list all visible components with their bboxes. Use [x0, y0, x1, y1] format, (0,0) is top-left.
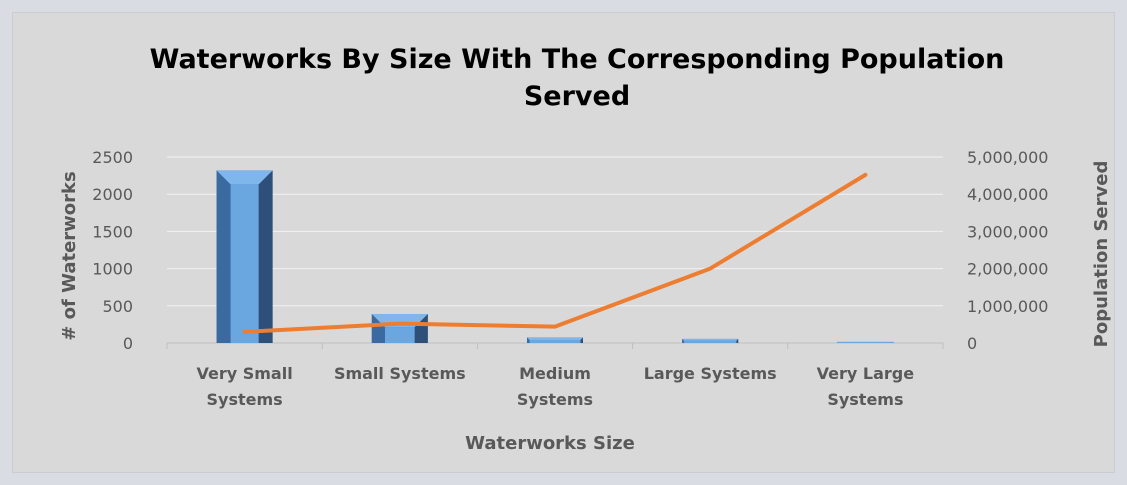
- bar-left-face: [371, 313, 385, 343]
- bar-left-face: [216, 170, 231, 343]
- chart-title-line-2: Served: [524, 81, 630, 112]
- y2-axis-title: Population Served: [1091, 161, 1112, 348]
- category-label: Systems: [827, 390, 903, 409]
- x-axis-title: Waterworks Size: [465, 433, 635, 454]
- category-label: Small Systems: [334, 364, 466, 383]
- bar-right-face: [580, 337, 583, 343]
- y-tick-label: 1500: [92, 222, 133, 241]
- y-axis-title: # of Waterworks: [59, 171, 80, 340]
- bar-right-face: [414, 313, 428, 343]
- y2-tick-label: 5,000,000: [967, 148, 1048, 167]
- bar-front-face: [384, 327, 415, 343]
- bar-right-face: [892, 341, 894, 343]
- category-label: Systems: [207, 390, 283, 409]
- category-label: Large Systems: [644, 364, 777, 383]
- bar: [682, 338, 739, 343]
- bar-front-face: [684, 340, 737, 343]
- y-tick-label: 0: [123, 334, 133, 353]
- category-labels: Very Small Systems Small Systems Medium Syst…: [196, 364, 914, 409]
- bar-left-face: [837, 341, 838, 343]
- bar-right-face: [258, 170, 273, 343]
- bar: [216, 170, 273, 343]
- line-series: [242, 172, 868, 334]
- y2-tick-label: 0: [967, 334, 977, 353]
- category-label: Medium: [519, 364, 591, 383]
- y-tick-label: 500: [102, 297, 133, 316]
- bar-right-face: [736, 338, 739, 343]
- bar-top-face: [216, 170, 273, 185]
- category-label: Very Small: [196, 364, 292, 383]
- category-label: Systems: [517, 390, 593, 409]
- y2-tick-label: 4,000,000: [967, 185, 1048, 204]
- bar-left-face: [527, 337, 530, 343]
- y-tick-label: 2000: [92, 185, 133, 204]
- y2-tick-label: 3,000,000: [967, 222, 1048, 241]
- bar-top-face: [527, 337, 583, 340]
- bar-left-face: [682, 338, 685, 343]
- y2-tick-label: 1,000,000: [967, 297, 1048, 316]
- bar-top-face: [837, 341, 894, 343]
- gridlines: [166, 156, 944, 349]
- bar: [837, 341, 894, 343]
- chart-area: Waterworks By Size With The Correspondin…: [12, 12, 1115, 473]
- y-tick-label: 1000: [92, 260, 133, 279]
- category-label: Very Large: [817, 364, 915, 383]
- bar: [371, 313, 428, 343]
- population-line: [242, 172, 868, 334]
- bar-front-face: [230, 184, 259, 343]
- right-axis-ticks: 0 1,000,000 2,000,000 3,000,000 4,000,000 5,0…: [967, 148, 1048, 353]
- bar-series: [216, 170, 894, 343]
- y2-tick-label: 2,000,000: [967, 260, 1048, 279]
- bar-front-face: [529, 339, 581, 343]
- bar: [527, 337, 583, 343]
- bar-top-face: [682, 338, 739, 341]
- chart-svg: Waterworks By Size With The Correspondin…: [59, 44, 1112, 454]
- bar-front-face: [837, 342, 893, 343]
- chart-title-line-1: Waterworks By Size With The Correspondin…: [150, 44, 1005, 75]
- y-tick-label: 2500: [92, 148, 133, 167]
- left-axis-ticks: 0 500 1000 1500 2000 2500: [92, 148, 133, 353]
